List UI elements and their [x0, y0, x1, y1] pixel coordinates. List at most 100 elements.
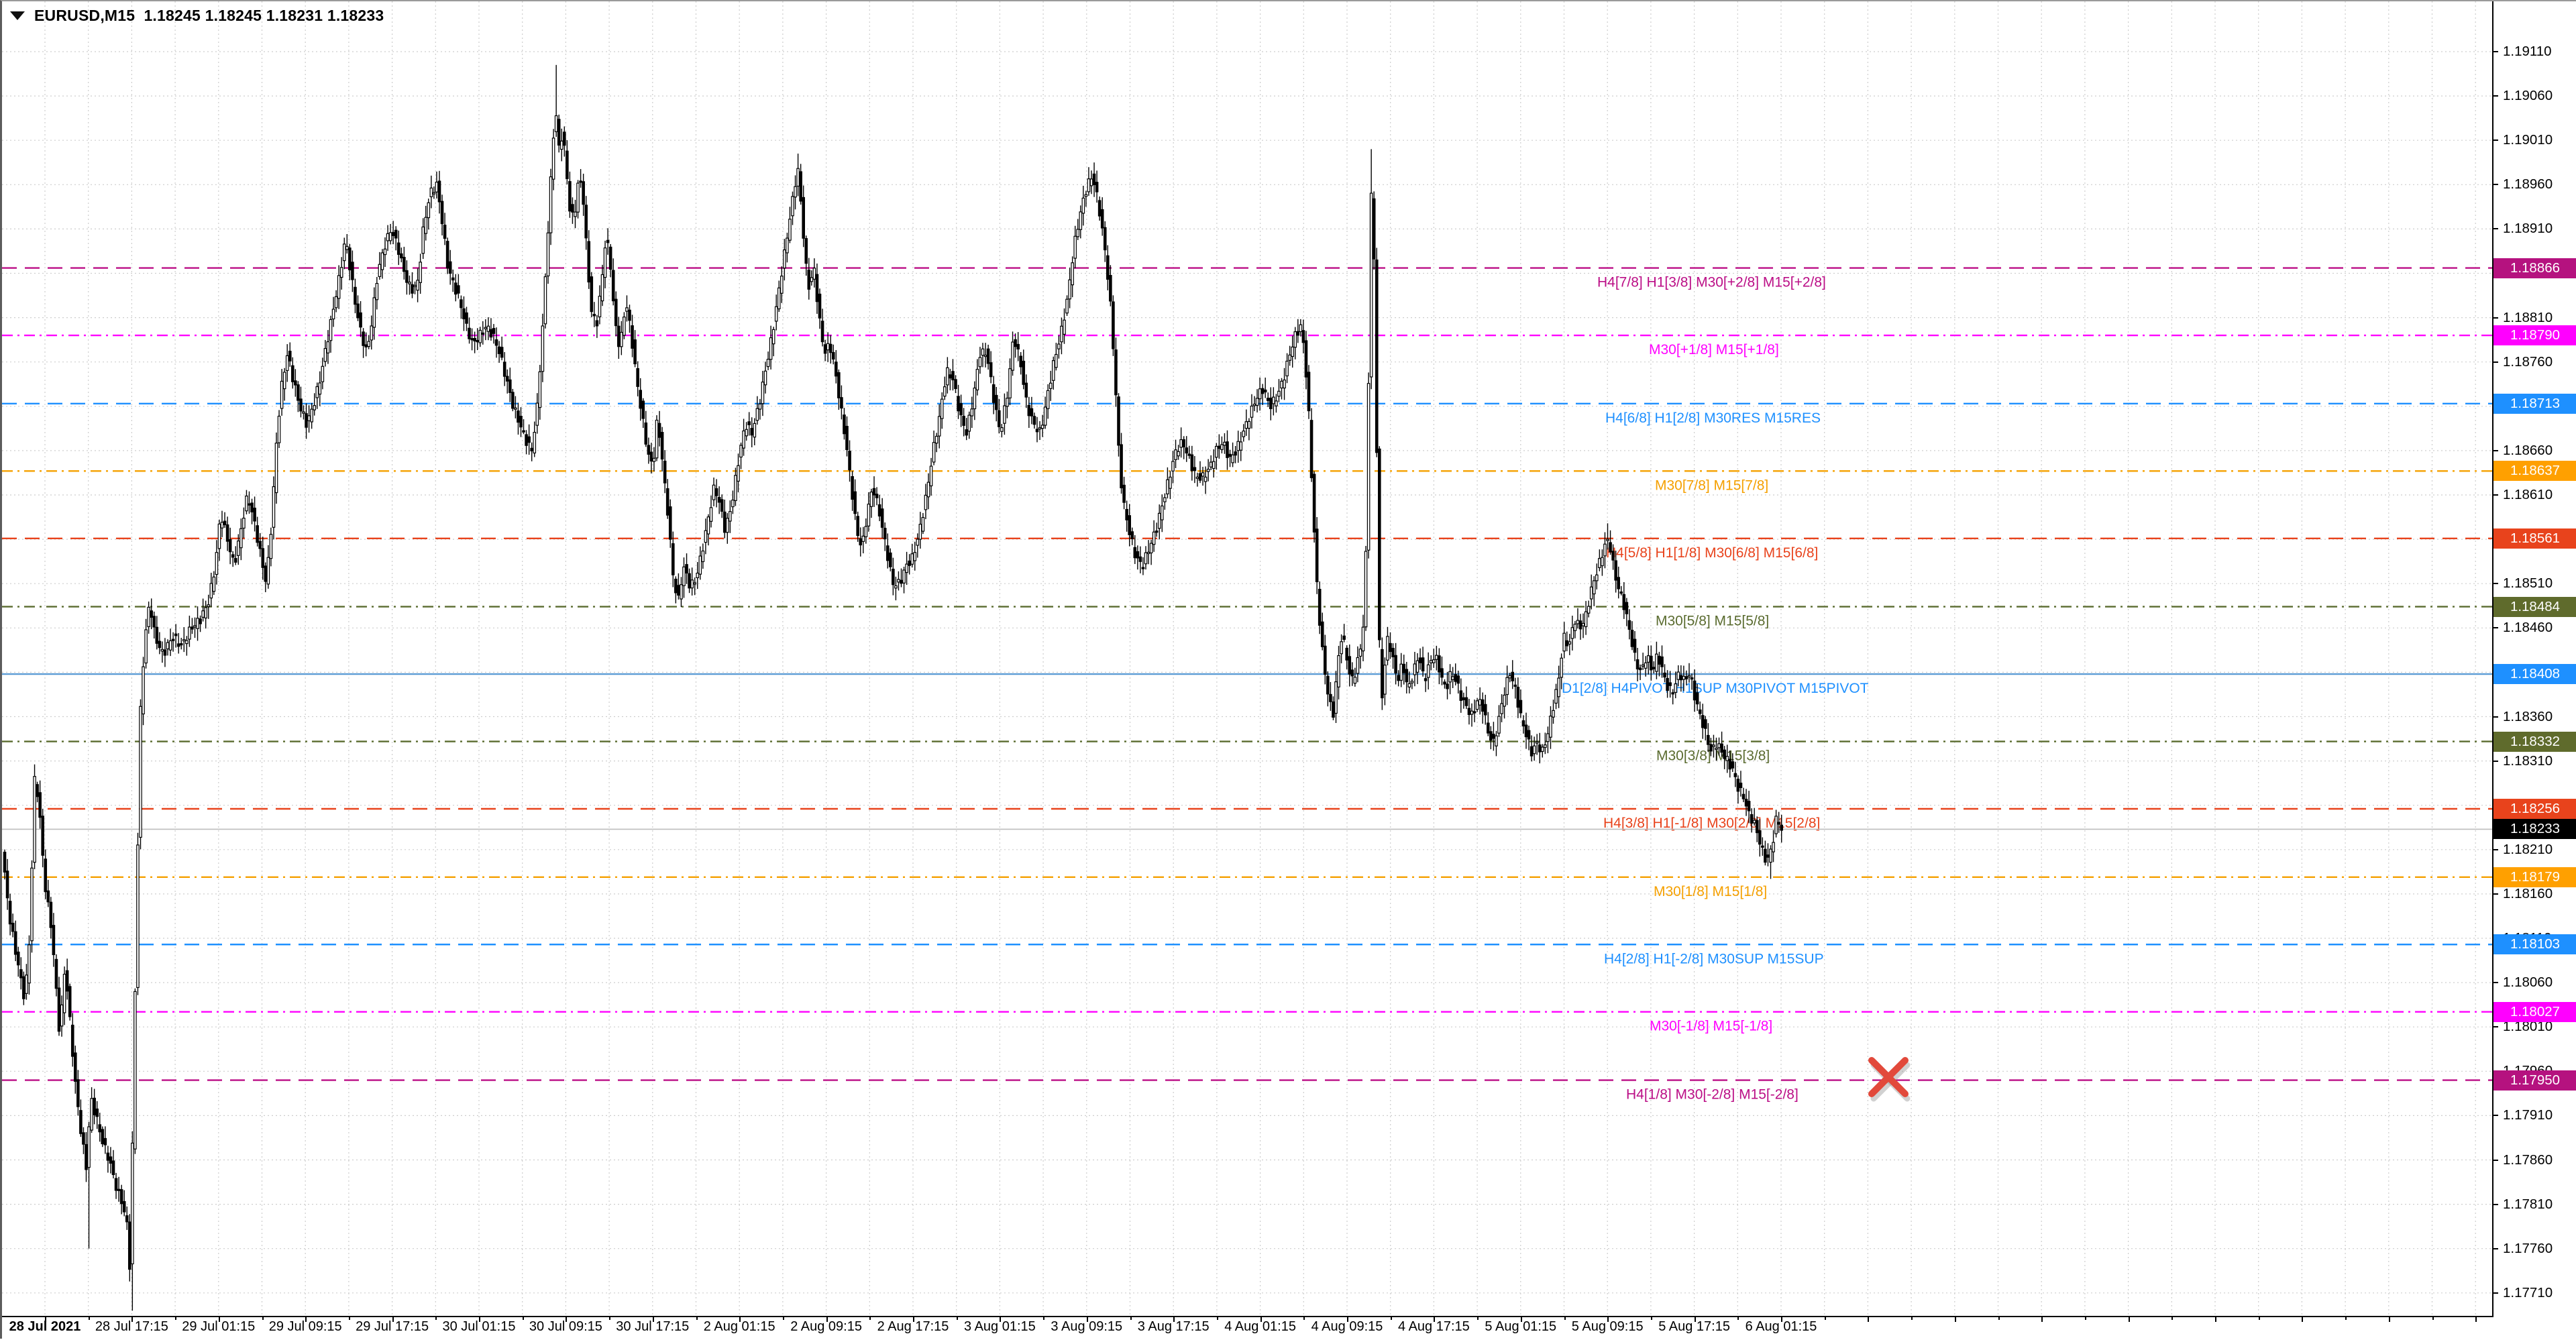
- price-tick: [2492, 583, 2498, 585]
- murrey-level-label: D1[2/8] H4PIVOT H1SUP M30PIVOT M15PIVOT: [1562, 681, 1869, 696]
- time-tick-label: 30 Jul 09:15: [529, 1319, 602, 1334]
- murrey-level-label: M30[3/8] M15[3/8]: [1656, 748, 1770, 764]
- time-tick: [88, 1317, 90, 1320]
- symbol-label: EURUSD,M15: [34, 7, 136, 24]
- time-tick: [826, 1317, 828, 1322]
- price-axis[interactable]: 1.19110 1.19060 1.19010 1.18960 1.18910 1.188…: [2492, 1, 2576, 1316]
- murrey-level-label: H4[2/8] H1[-2/8] M30SUP M15SUP: [1604, 951, 1824, 966]
- time-tick-label: 28 Jul 2021: [9, 1319, 81, 1334]
- time-tick: [2388, 1317, 2390, 1322]
- chart-plot-area[interactable]: H4[7/8] H1[3/8] M30[+2/8] M15[+2/8] M30[+…: [2, 1, 2492, 1316]
- time-tick-label: 29 Jul 17:15: [356, 1319, 429, 1334]
- price-tick-label: 1.18910: [2503, 221, 2553, 237]
- time-tick: [1477, 1317, 1479, 1320]
- time-tick-label: 2 Aug 01:15: [703, 1319, 775, 1334]
- time-tick-label: 29 Jul 09:15: [268, 1319, 342, 1334]
- murrey-level-label: M30[-1/8] M15[-1/8]: [1650, 1019, 1772, 1034]
- time-tick-label: 3 Aug 01:15: [964, 1319, 1036, 1334]
- price-level-badge: 1.18637: [2493, 461, 2576, 482]
- price-tick-label: 1.18760: [2503, 353, 2553, 370]
- price-tick-label: 1.18460: [2503, 620, 2553, 636]
- time-tick: [1390, 1317, 1392, 1320]
- time-tick: [348, 1317, 350, 1320]
- price-tick: [2492, 361, 2498, 363]
- price-tick: [2492, 317, 2498, 319]
- time-tick-label: 5 Aug 17:15: [1658, 1319, 1730, 1334]
- price-tick: [2492, 1292, 2498, 1294]
- murrey-level-label: M30[+1/8] M15[+1/8]: [1649, 342, 1779, 357]
- x-marker-icon[interactable]: [1868, 1057, 1911, 1102]
- price-tick-label: 1.18960: [2503, 176, 2553, 192]
- time-tick: [1954, 1317, 1956, 1322]
- murrey-level-label: M30[7/8] M15[7/8]: [1655, 478, 1768, 493]
- price-tick: [2492, 51, 2498, 52]
- time-tick: [1781, 1317, 1782, 1322]
- price-level-badge: 1.18256: [2493, 798, 2576, 819]
- time-tick: [1130, 1317, 1132, 1320]
- time-tick-label: 29 Jul 01:15: [182, 1319, 256, 1334]
- time-tick: [1434, 1317, 1436, 1322]
- price-level-badge: 1.18408: [2493, 664, 2576, 685]
- price-tick: [2492, 1203, 2498, 1205]
- time-tick: [175, 1317, 177, 1320]
- time-tick: [956, 1317, 958, 1320]
- price-tick-label: 1.18210: [2503, 841, 2553, 857]
- time-tick-label: 5 Aug 09:15: [1571, 1319, 1644, 1334]
- time-tick: [1737, 1317, 1739, 1320]
- time-axis[interactable]: 28 Jul 2021 28 Jul 17:15 29 Jul 01:15 29 Ju…: [2, 1317, 2492, 1340]
- price-tick: [2492, 627, 2498, 629]
- time-tick-label: 4 Aug 01:15: [1224, 1319, 1296, 1334]
- time-tick: [566, 1317, 568, 1322]
- price-tick-label: 1.17760: [2503, 1240, 2553, 1256]
- time-tick: [2302, 1317, 2304, 1322]
- time-tick: [2215, 1317, 2216, 1322]
- time-tick-label: 5 Aug 01:15: [1485, 1319, 1557, 1334]
- price-tick-label: 1.17910: [2503, 1107, 2553, 1123]
- price-level-badge: 1.18179: [2493, 867, 2576, 887]
- grid: [2, 1, 2492, 1316]
- symbol-dropdown-icon[interactable]: [10, 11, 25, 20]
- time-tick: [2432, 1317, 2434, 1320]
- ohlc-values: 1.18245 1.18245 1.18231 1.18233: [135, 7, 384, 24]
- price-level-badge: 1.18103: [2493, 934, 2576, 955]
- price-tick: [2492, 760, 2498, 762]
- price-level-badge: 1.18484: [2493, 596, 2576, 617]
- price-level-badge: 1.18790: [2493, 325, 2576, 346]
- price-tick-label: 1.18160: [2503, 885, 2553, 901]
- price-tick: [2492, 95, 2498, 97]
- price-tick: [2492, 1159, 2498, 1161]
- price-tick-label: 1.19110: [2503, 44, 2552, 59]
- time-tick: [913, 1317, 914, 1322]
- time-tick: [2041, 1317, 2043, 1322]
- time-tick-label: 3 Aug 09:15: [1051, 1319, 1123, 1334]
- candlestick-chart-canvas[interactable]: H4[7/8] H1[3/8] M30[+2/8] M15[+2/8] M30[+…: [2, 1, 2492, 1316]
- price-tick: [2492, 982, 2498, 984]
- price-tick-label: 1.18060: [2503, 974, 2553, 991]
- time-tick: [45, 1317, 46, 1322]
- time-tick: [1998, 1317, 2000, 1320]
- time-tick: [1607, 1317, 1609, 1322]
- price-tick: [2492, 184, 2498, 186]
- time-tick: [1173, 1317, 1175, 1322]
- chart-title-bar: EURUSD,M15 1.18245 1.18245 1.18231 1.182…: [10, 7, 384, 25]
- murrey-levels: H4[7/8] H1[3/8] M30[+2/8] M15[+2/8] M30[+…: [2, 267, 2492, 1103]
- price-tick-label: 1.19010: [2503, 132, 2553, 148]
- time-tick: [131, 1317, 133, 1322]
- price-tick: [2492, 716, 2498, 718]
- time-tick: [1086, 1317, 1088, 1322]
- price-tick: [2492, 449, 2498, 451]
- murrey-level-label: M30[5/8] M15[5/8]: [1656, 614, 1769, 629]
- time-tick: [1824, 1317, 1826, 1320]
- time-tick: [435, 1317, 437, 1320]
- price-tick-label: 1.17860: [2503, 1152, 2553, 1168]
- price-level-badge: 1.18561: [2493, 528, 2576, 549]
- time-tick: [1868, 1317, 1870, 1322]
- time-tick: [479, 1317, 480, 1322]
- time-tick-label: 4 Aug 09:15: [1311, 1319, 1383, 1334]
- time-tick: [1520, 1317, 1522, 1322]
- price-tick-label: 1.18360: [2503, 708, 2553, 724]
- price-tick: [2492, 1115, 2498, 1117]
- time-tick: [1260, 1317, 1262, 1322]
- time-tick: [1650, 1317, 1652, 1320]
- price-level-badge: 1.18866: [2493, 258, 2576, 278]
